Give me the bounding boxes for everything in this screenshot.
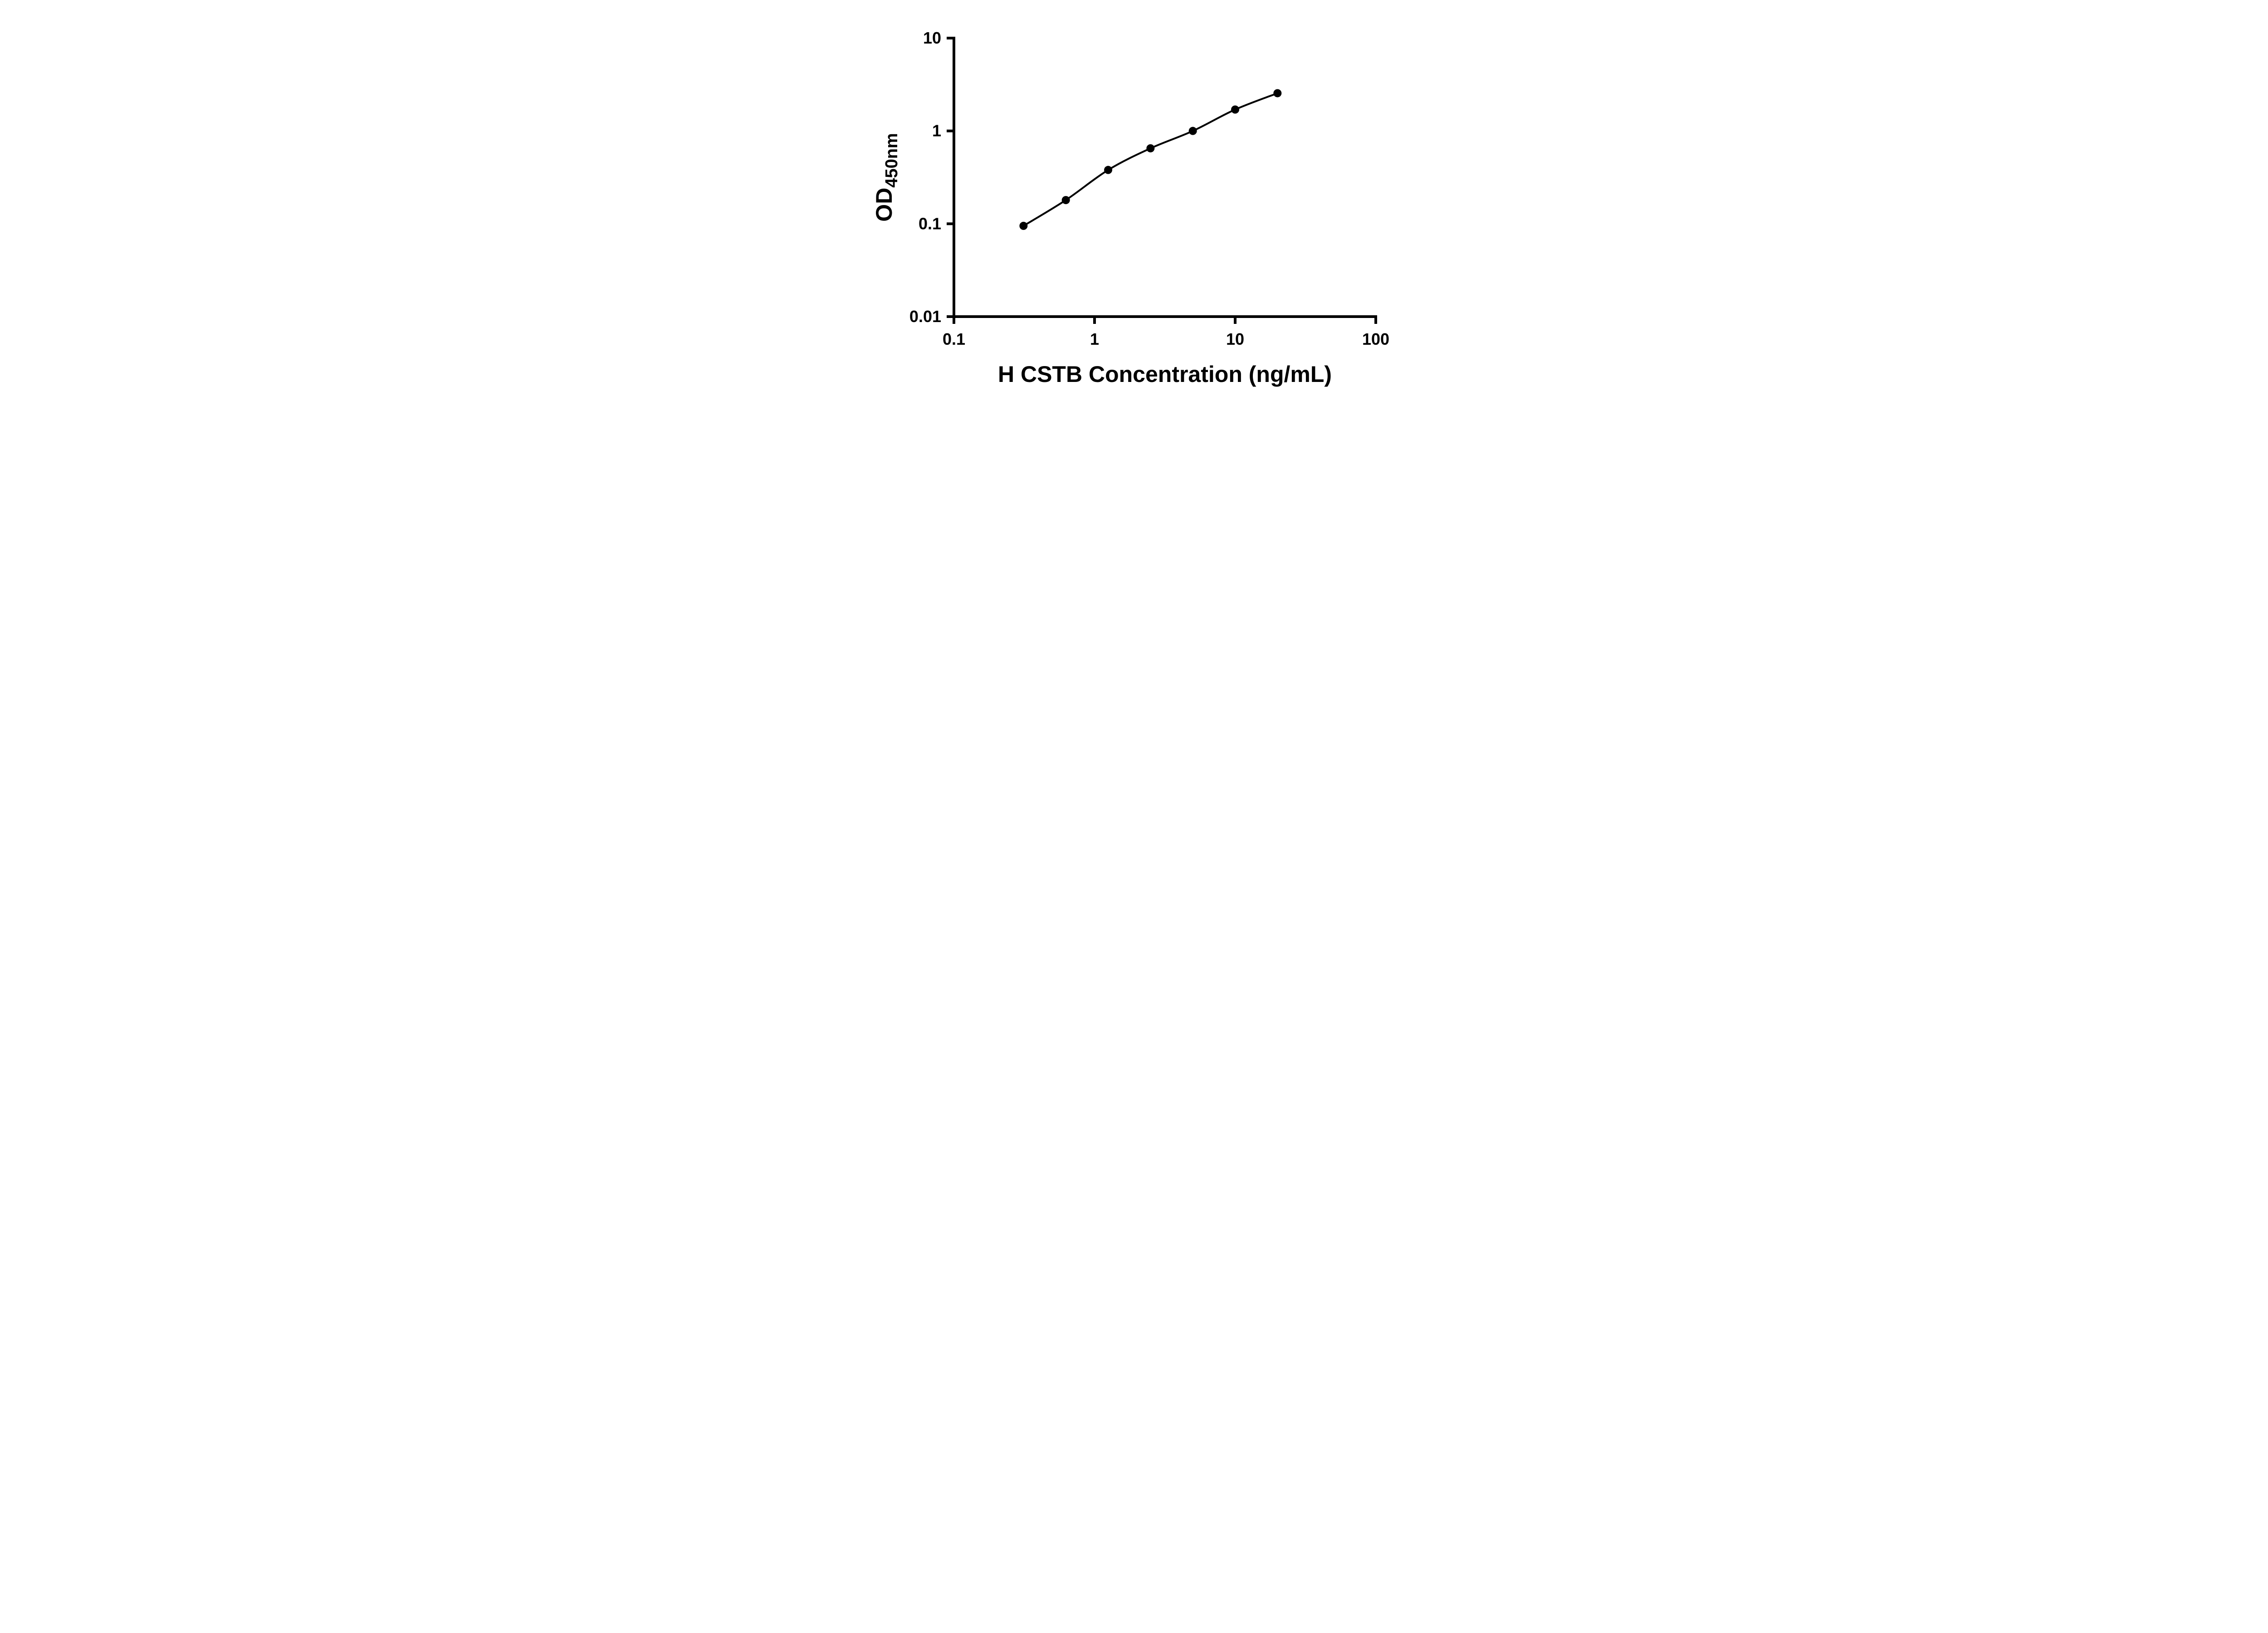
- data-point: [1231, 105, 1239, 114]
- y-tick-label: 0.1: [918, 214, 941, 233]
- data-point: [1188, 127, 1197, 135]
- data-point: [1273, 89, 1281, 98]
- data-point: [1104, 166, 1112, 174]
- data-point: [1146, 144, 1154, 152]
- y-tick-label: 10: [923, 29, 941, 47]
- elisa-standard-curve-figure: 0.1 1 10 100 0.01 0.1 1 10 OD450nm H CSTB Conce…: [842, 0, 1426, 408]
- x-tick-label: 100: [1362, 330, 1389, 348]
- y-axis-label-subscript: 450nm: [882, 133, 901, 187]
- y-tick-label: 1: [932, 122, 941, 140]
- y-axis-label: OD450nm: [871, 133, 901, 221]
- x-tick-label: 1: [1090, 330, 1099, 348]
- x-tick-label: 0.1: [942, 330, 965, 348]
- y-axis-label-main: OD: [871, 188, 897, 222]
- y-tick-label: 0.01: [909, 307, 941, 326]
- x-axis-title: H CSTB Concentration (ng/mL): [997, 362, 1331, 387]
- data-point: [1019, 221, 1027, 230]
- x-tick-label: 10: [1226, 330, 1244, 348]
- fit-curve: [1022, 92, 1278, 227]
- data-point: [1061, 196, 1070, 205]
